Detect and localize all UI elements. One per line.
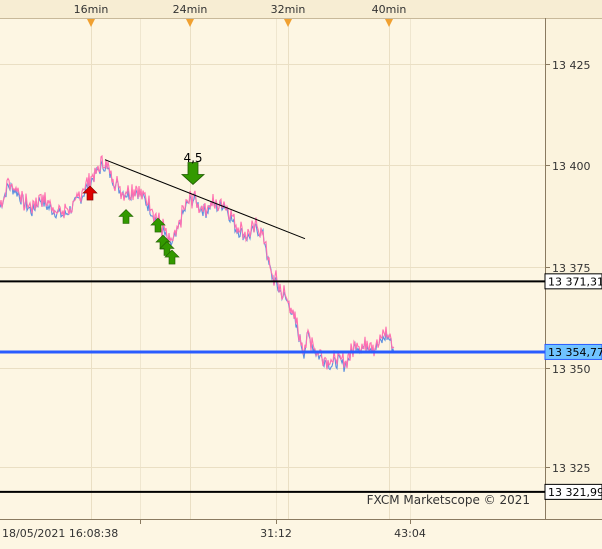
top-axis-bar (0, 0, 602, 18)
bid-price-line (0, 154, 395, 370)
level-label-top: 13 371,31 (544, 273, 602, 290)
price-axis-bar (545, 18, 602, 520)
price-axis-ticks: 13 425 13 400 13 375 13 350 13 325 (545, 59, 591, 475)
top-axis-label: 32min (271, 3, 306, 16)
trendline[interactable] (104, 159, 306, 240)
signal-arrows (82, 162, 206, 265)
top-axis-markers (87, 19, 393, 27)
signal-annotation: 4,5 (183, 151, 202, 165)
level-label-blue: 13 354,77 (544, 343, 602, 360)
price-tick-label: 13 325 (552, 462, 591, 475)
buy-arrow-icon (150, 217, 166, 233)
price-tick-label: 13 400 (552, 160, 591, 173)
time-marker-icon (284, 19, 292, 27)
top-axis-label: 24min (173, 3, 208, 16)
buy-arrow-icon (155, 234, 171, 250)
level-label-text: 13 371,31 (548, 275, 602, 288)
level-label-text: 13 354,77 (548, 346, 602, 359)
price-tick-label: 13 375 (552, 262, 591, 275)
level-label-box (544, 483, 602, 500)
time-axis-label: 31:12 (260, 527, 292, 540)
level-label-box (544, 343, 602, 360)
time-marker-icon (385, 19, 393, 27)
level-label-text: 13 321,99 (548, 486, 602, 499)
level-label-box (544, 273, 602, 290)
top-axis-label: 40min (372, 3, 407, 16)
buy-arrow-icon (164, 249, 180, 265)
price-tick-label: 13 350 (552, 363, 591, 376)
time-axis-label: 43:04 (394, 527, 426, 540)
grid (0, 18, 545, 520)
price-tick-label: 13 425 (552, 59, 591, 72)
buy-arrow-icon (118, 209, 134, 224)
watermark: FXCM Marketscope © 2021 (367, 493, 530, 507)
time-marker-icon (186, 19, 194, 27)
down-arrow-icon (180, 162, 206, 186)
time-axis-label: 18/05/2021 16:08:38 (2, 527, 118, 540)
level-label-bottom: 13 321,99 (544, 483, 602, 500)
sell-arrow-icon (82, 185, 98, 201)
top-axis-label: 16min (74, 3, 109, 16)
time-marker-icon (87, 19, 95, 27)
price-series (0, 154, 395, 372)
